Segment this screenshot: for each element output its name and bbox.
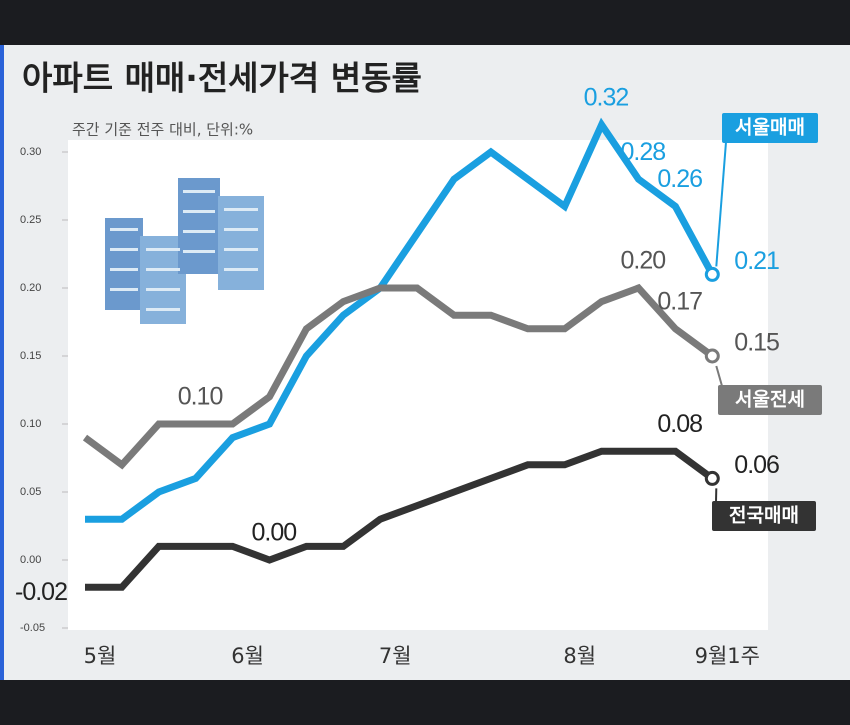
end-marker [704,470,720,486]
x-tick-label: 9월1주 [695,644,760,668]
bottom-band [0,680,850,725]
value-label: 0.26 [657,165,702,193]
legend-leader [715,141,727,267]
y-tick-label: 0.30 [20,146,41,158]
y-tick-label: 0.10 [20,418,41,430]
legend-box [722,113,818,143]
legend-box [718,385,822,415]
value-label: 0.15 [734,329,779,357]
value-label: -0.02 [15,578,67,606]
legend-leader [715,365,723,387]
top-band [0,0,850,45]
value-label: 0.08 [657,410,702,438]
value-label: 0.10 [178,383,223,411]
y-tick-label: -0.05 [20,622,45,634]
series-line [85,447,715,591]
y-tick-label: 0.00 [20,554,41,566]
y-tick-label: 0.05 [20,486,41,498]
edge [0,45,4,680]
value-label: 0.28 [621,138,666,166]
y-tick-label: 0.15 [20,350,41,362]
x-tick-label: 8월 [563,644,596,668]
value-label: 0.00 [252,519,297,547]
value-label: 0.20 [621,247,666,275]
series-line [85,117,716,523]
value-label: 0.32 [584,83,629,111]
legend-label: 전국매매 [729,505,799,527]
x-tick-label: 6월 [231,644,264,668]
x-tick-label: 7월 [379,644,412,668]
value-label: 0.17 [657,287,702,315]
value-label: 0.06 [734,451,779,479]
value-label: 0.21 [734,247,779,275]
end-marker [704,348,720,364]
legend-label: 서울전세 [735,389,805,411]
buildings [105,178,264,324]
x-tick-label: 5월 [84,644,117,668]
end-marker [704,266,720,282]
y-tick-label: 0.20 [20,282,41,294]
legend-label: 서울매매 [735,117,805,139]
plot-area [68,140,768,630]
series-line [82,283,715,470]
chart-subtitle: 주간 기준 전주 대비, 단위:% [72,121,253,139]
y-tick-label: 0.25 [20,214,41,226]
chart-title: 아파트 매매·전세가격 변동률 [22,59,422,98]
legend-box [712,501,816,531]
